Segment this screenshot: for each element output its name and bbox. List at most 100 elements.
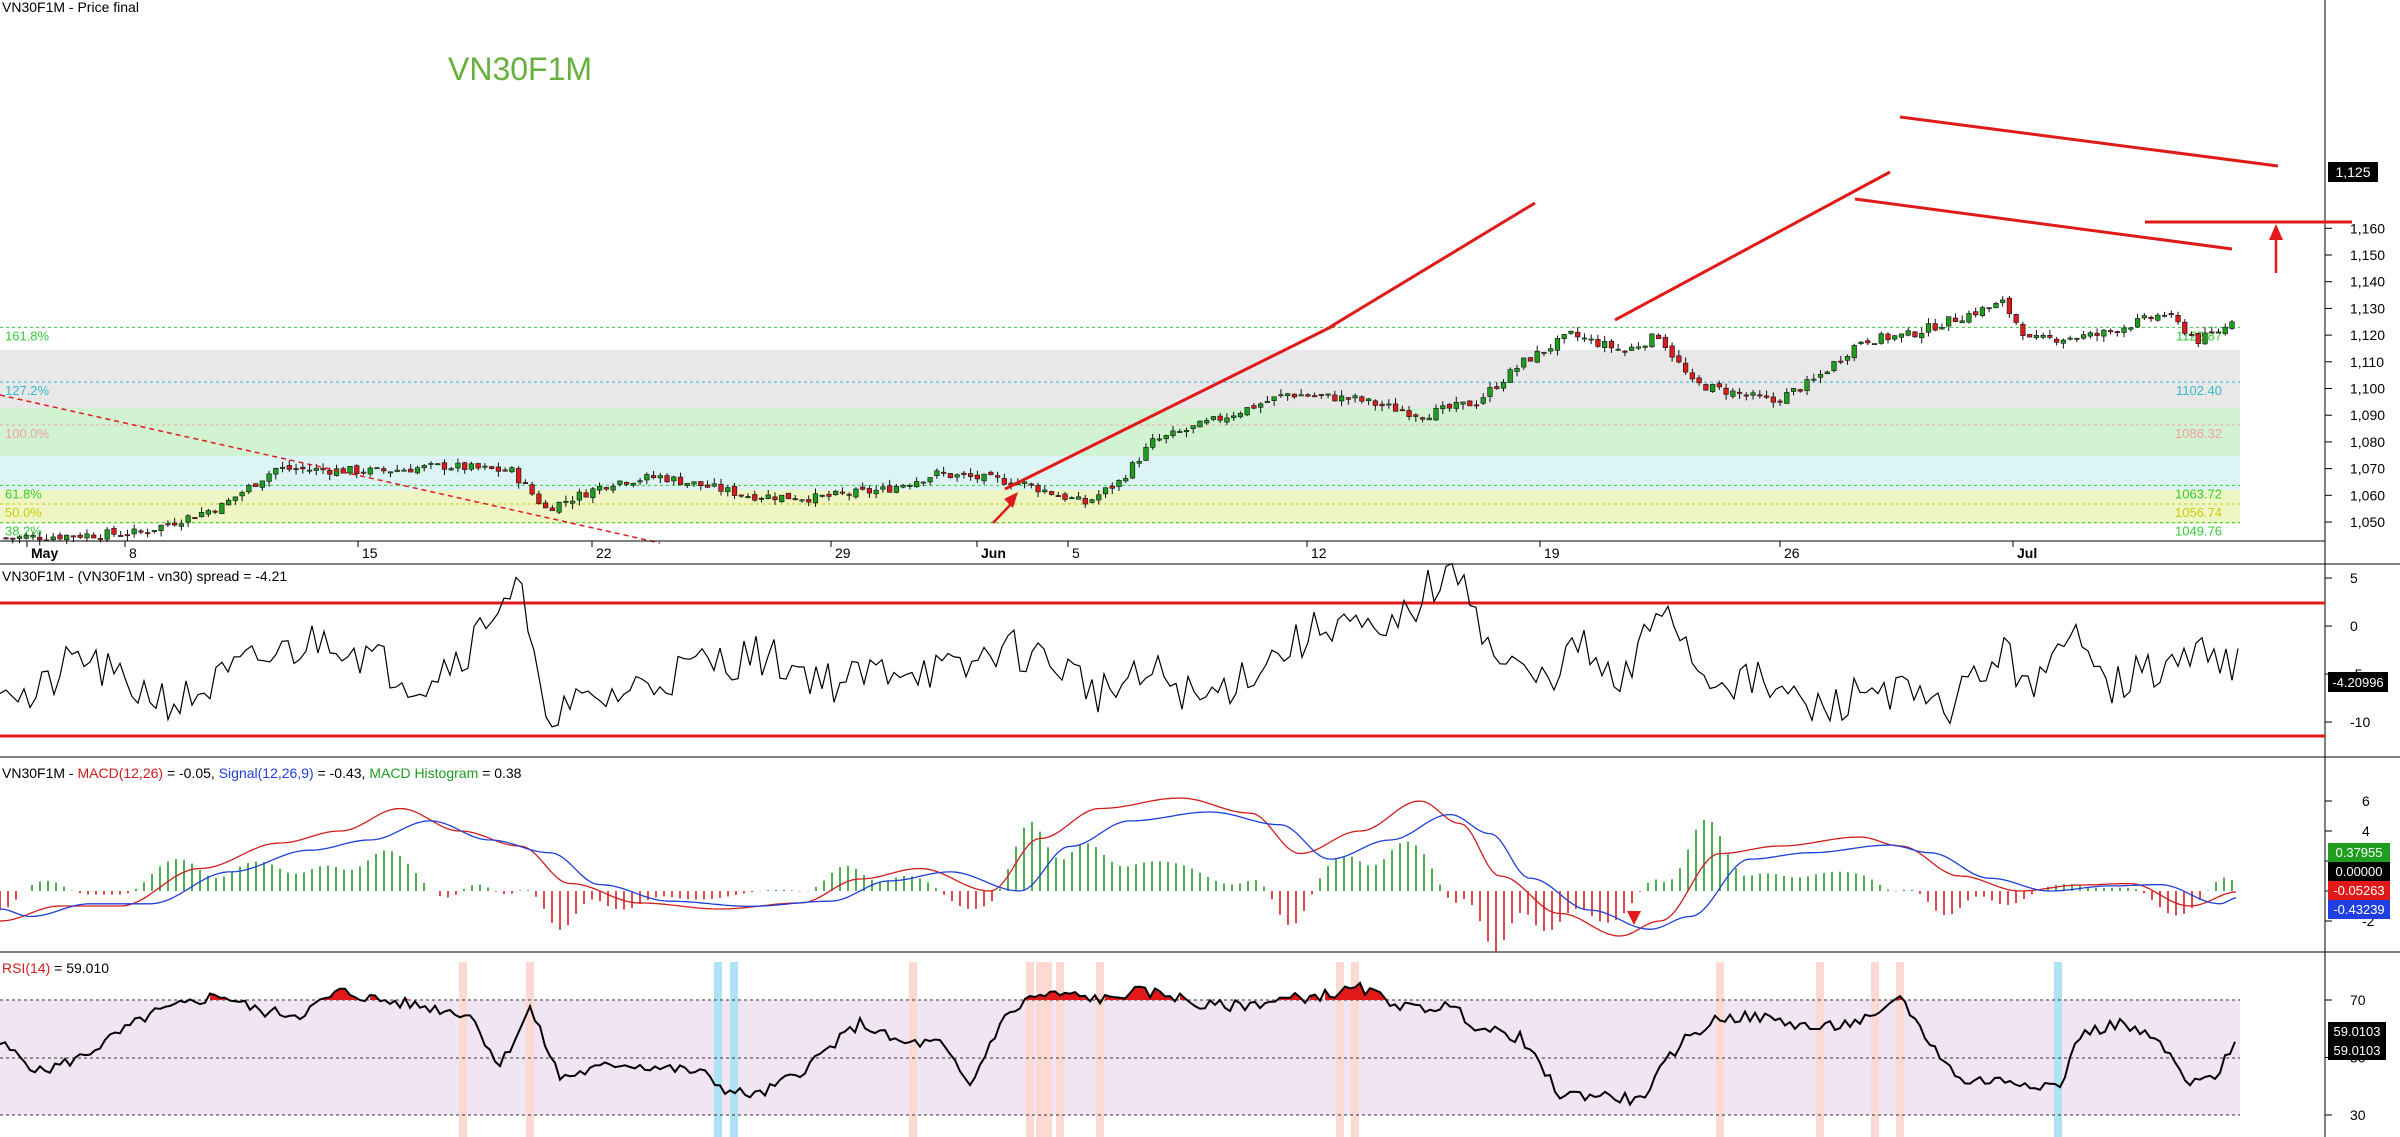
candle-body <box>907 484 913 487</box>
candle-body <box>219 502 225 515</box>
candle-body <box>1291 393 1297 398</box>
candle-body <box>927 477 933 483</box>
candle-body <box>1332 394 1338 402</box>
candle-body <box>1271 396 1277 401</box>
candle-body <box>232 496 238 501</box>
y-tick-label: 70 <box>2350 992 2366 1008</box>
rsi-overbought-fill <box>1025 991 1090 1000</box>
candle-body <box>1838 360 1844 363</box>
candle-body <box>91 534 97 539</box>
candle-body <box>2168 313 2174 315</box>
candle-body <box>1055 495 1061 497</box>
candle-body <box>934 470 940 477</box>
candle-body <box>974 474 980 480</box>
candle-body <box>313 467 319 471</box>
arrow-down-icon <box>1627 911 1641 925</box>
candle-body <box>677 476 684 485</box>
candle-body <box>1231 415 1237 419</box>
fib-zone-100 <box>0 350 2240 408</box>
candle-body <box>1035 485 1041 493</box>
rsi-highlight-bars <box>459 962 2062 1137</box>
candle-body <box>718 483 724 492</box>
candle-body <box>1683 362 1689 373</box>
candle-body <box>1339 395 1345 402</box>
candle-body <box>1352 395 1358 399</box>
x-tick-label: 8 <box>129 545 137 561</box>
candle-body <box>1285 393 1291 397</box>
rsi-value-label-2: 59.0103 <box>2334 1043 2381 1058</box>
candle-body <box>1986 307 1992 310</box>
current-price-label: 1,125 <box>2335 164 2370 180</box>
macd-value-box <box>2328 881 2390 900</box>
candle-body <box>2107 330 2114 333</box>
candle-body <box>873 489 879 495</box>
candle-body <box>374 467 380 470</box>
macd-panel: VN30F1M - MACD(12,26) = -0.05, Signal(12… <box>0 765 2390 953</box>
candle-body <box>1163 435 1169 440</box>
candle-body <box>1507 369 1513 383</box>
candle-body <box>293 468 299 471</box>
candle-body <box>428 463 434 465</box>
candle-body <box>2081 334 2087 339</box>
candle-body <box>1217 415 1223 421</box>
candle-body <box>1028 483 1034 486</box>
macd-histogram <box>0 819 2233 953</box>
rsi-highlight-bar <box>1056 962 1064 1137</box>
macd-line <box>0 797 2237 937</box>
candle-body <box>1736 391 1743 394</box>
candle-body <box>988 471 994 476</box>
candle-body <box>435 463 441 466</box>
candle-body <box>10 537 16 540</box>
candle-body <box>2188 333 2195 336</box>
candle-body <box>2161 314 2168 317</box>
candle-body <box>731 486 738 496</box>
candle-body <box>1595 339 1601 347</box>
channel-upper <box>1899 115 2279 168</box>
candle-body <box>327 470 333 475</box>
candle-body <box>124 534 131 537</box>
candle-body <box>192 517 198 519</box>
arrow-up-icon <box>2269 224 2283 240</box>
rsi-highlight-bar <box>1896 962 1904 1137</box>
candle-body <box>1318 394 1324 396</box>
candle-body <box>1089 499 1095 503</box>
candle-body <box>1082 498 1088 505</box>
rsi-panel: RSI(14) = 59.010 705030 59.0103 59.0103 <box>0 960 2386 1137</box>
candle-body <box>1905 330 1911 336</box>
candle-body <box>1871 343 1878 346</box>
candle-body <box>826 493 832 497</box>
candle-body <box>664 475 670 483</box>
fib-level-label: 161.8% <box>5 328 50 343</box>
candle-body <box>2027 334 2033 338</box>
y-tick-label: 1,160 <box>2350 220 2385 236</box>
candle-body <box>77 534 83 538</box>
candle-body <box>1433 407 1439 421</box>
rsi-line <box>0 981 2236 1107</box>
candle-body <box>1514 367 1520 372</box>
candle-body <box>239 492 245 497</box>
macd-value-label: -0.05263 <box>2333 883 2384 898</box>
candle-body <box>812 493 819 504</box>
candle-body <box>1386 403 1392 406</box>
candle-body <box>1237 413 1244 418</box>
candle-body <box>246 484 252 493</box>
candle-body <box>84 533 90 539</box>
candle-body <box>2128 327 2134 330</box>
fib-value-label: 1063.72 <box>2175 486 2222 501</box>
candle-body <box>1662 336 1668 348</box>
y-tick-label: 4 <box>2362 823 2370 839</box>
fib-value-label: 1049.76 <box>2175 524 2222 539</box>
candle-body <box>2155 314 2161 321</box>
candle-body <box>360 471 367 474</box>
candle-body <box>1575 331 1581 338</box>
candle-body <box>758 497 765 500</box>
y-tick-label: 1,050 <box>2350 514 2385 530</box>
rsi-highlight-bar <box>526 962 534 1137</box>
candle-body <box>1298 394 1304 397</box>
candle-body <box>1656 334 1662 339</box>
candle-body <box>414 467 421 474</box>
candle-body <box>920 481 926 484</box>
macd-value-box <box>2328 900 2390 919</box>
rsi-highlight-bar <box>459 962 467 1137</box>
x-tick-label: 15 <box>362 545 378 561</box>
